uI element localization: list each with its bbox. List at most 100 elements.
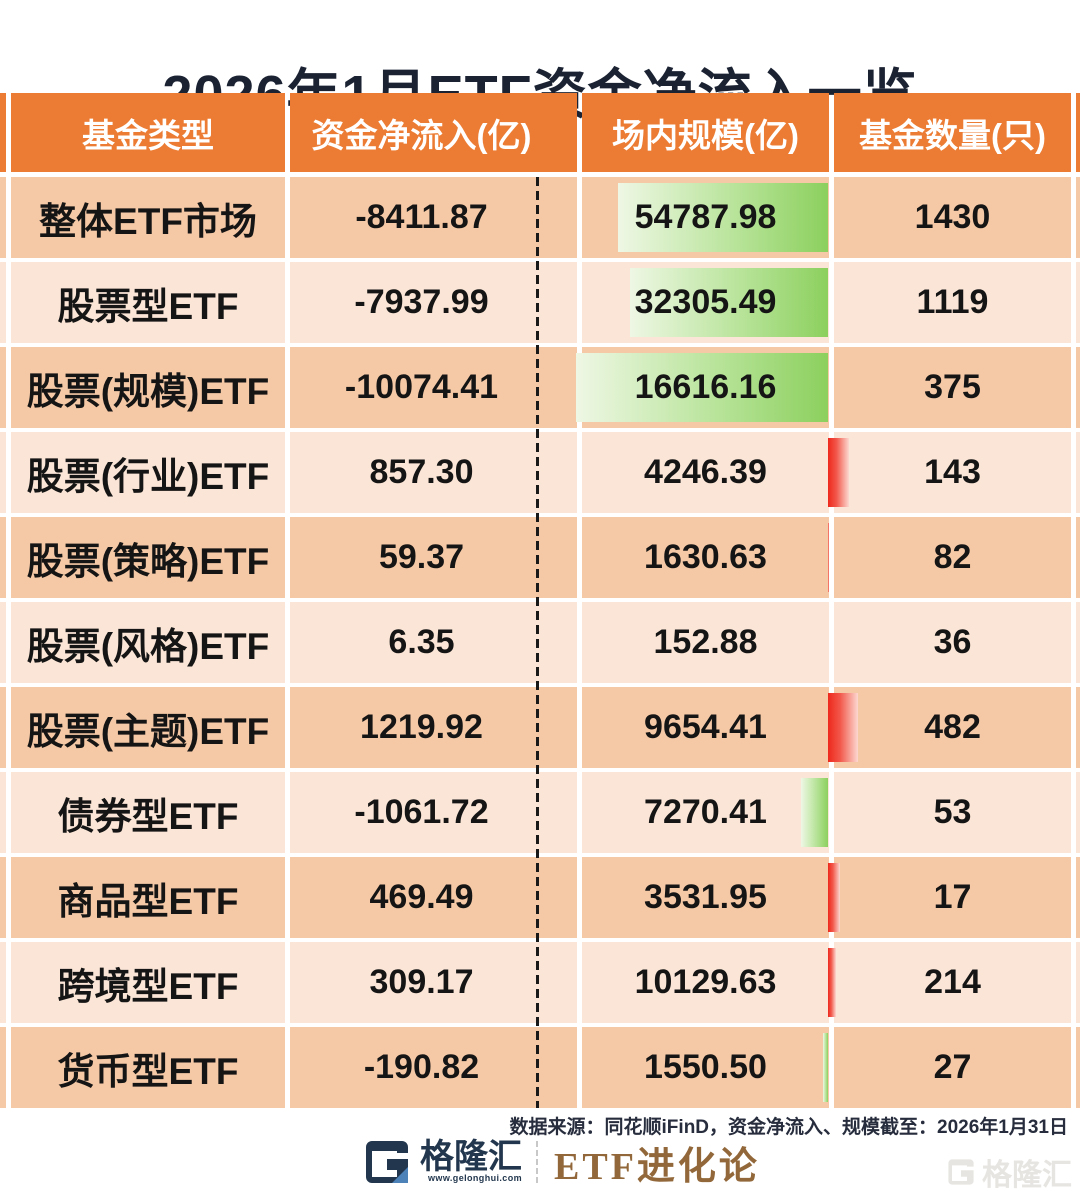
- fund-type-label: 股票(策略)ETF: [26, 540, 270, 582]
- net-flow-bar: [576, 353, 828, 422]
- row-left-sliver: [0, 942, 6, 1023]
- zero-axis-dashed-line: [536, 177, 539, 1108]
- net-flow-value: 857.30: [369, 453, 474, 491]
- header-right-sliver: [1076, 93, 1080, 172]
- row-right-sliver: [1076, 517, 1080, 598]
- net-flow-value: 469.49: [369, 878, 474, 916]
- table-row: 股票型ETF -7937.99 32305.49 1119: [0, 262, 1080, 343]
- fund-count-value: 482: [924, 708, 981, 746]
- gelonghui-url-text: www.gelonghui.com: [428, 1173, 522, 1183]
- fund-count-value: 143: [924, 453, 981, 491]
- fund-count-value: 17: [933, 878, 972, 916]
- row-right-sliver: [1076, 177, 1080, 258]
- table-header-row: 基金类型 资金净流入(亿) 场内规模(亿) 基金数量(只): [0, 93, 1080, 172]
- net-flow-value: 1219.92: [360, 708, 483, 746]
- row-right-sliver: [1076, 857, 1080, 938]
- row-right-sliver: [1076, 772, 1080, 853]
- net-flow-value: -190.82: [363, 1048, 480, 1086]
- net-flow-value: -8411.87: [355, 198, 488, 236]
- table-row: 股票(策略)ETF 59.37 1630.63 82: [0, 517, 1080, 598]
- gelonghui-logo-icon: [362, 1137, 412, 1187]
- net-flow-value: -10074.41: [344, 368, 499, 406]
- table-row: 跨境型ETF 309.17 10129.63 214: [0, 942, 1080, 1023]
- table-row: 股票(主题)ETF 1219.92 9654.41 482: [0, 687, 1080, 768]
- fund-type-label: 债券型ETF: [57, 795, 239, 837]
- table-row: 股票(行业)ETF 857.30 4246.39 143: [0, 432, 1080, 513]
- net-flow-bar: [629, 268, 828, 337]
- market-size-value: 16616.16: [634, 368, 777, 406]
- row-left-sliver: [0, 772, 6, 853]
- net-flow-bar: [828, 693, 859, 762]
- net-flow-value: 59.37: [378, 538, 465, 576]
- fund-count-value: 27: [933, 1048, 972, 1086]
- row-right-sliver: [1076, 432, 1080, 513]
- fund-count-value: 36: [933, 623, 972, 661]
- gelonghui-watermark: 格隆汇: [946, 1150, 1072, 1191]
- row-right-sliver: [1076, 262, 1080, 343]
- fund-type-label: 整体ETF市场: [39, 200, 257, 242]
- fund-type-label: 股票型ETF: [57, 285, 239, 327]
- row-left-sliver: [0, 517, 6, 598]
- market-size-value: 10129.63: [634, 963, 777, 1001]
- data-source-note: 数据来源：同花顺iFinD，资金净流入、规模截至：2026年1月31日: [509, 1117, 1068, 1138]
- market-size-value: 4246.39: [644, 453, 767, 491]
- fund-count-value: 53: [933, 793, 972, 831]
- row-right-sliver: [1076, 942, 1080, 1023]
- market-size-value: 7270.41: [644, 793, 767, 831]
- table-row: 股票(规模)ETF -10074.41 16616.16 375: [0, 347, 1080, 428]
- fund-type-label: 股票(规模)ETF: [26, 370, 270, 412]
- net-flow-value: -7937.99: [354, 283, 489, 321]
- row-right-sliver: [1076, 347, 1080, 428]
- net-flow-bar: [828, 863, 840, 932]
- row-left-sliver: [0, 602, 6, 683]
- row-right-sliver: [1076, 687, 1080, 768]
- fund-type-label: 货币型ETF: [57, 1050, 239, 1092]
- fund-count-value: 375: [924, 368, 981, 406]
- fund-count-value: 82: [933, 538, 972, 576]
- net-flow-bar: [828, 438, 850, 507]
- fund-type-label: 股票(主题)ETF: [26, 710, 270, 752]
- row-left-sliver: [0, 177, 6, 258]
- market-size-value: 54787.98: [634, 198, 777, 236]
- net-flow-value: 309.17: [369, 963, 474, 1001]
- row-right-sliver: [1076, 1027, 1080, 1108]
- row-left-sliver: [0, 687, 6, 768]
- table-row: 整体ETF市场 -8411.87 54787.98 1430: [0, 177, 1080, 258]
- net-flow-bar: [828, 948, 836, 1017]
- market-size-value: 1630.63: [644, 538, 767, 576]
- table-row: 债券型ETF -1061.72 7270.41 53: [0, 772, 1080, 853]
- header-left-sliver: [0, 93, 6, 172]
- col-header-market-size: 场内规模(亿): [582, 93, 829, 172]
- row-left-sliver: [0, 857, 6, 938]
- net-flow-bar: [801, 778, 828, 847]
- row-left-sliver: [0, 432, 6, 513]
- net-flow-value: -1061.72: [354, 793, 489, 831]
- net-flow-bar: [828, 523, 830, 592]
- gelonghui-watermark-icon: [948, 1159, 974, 1185]
- row-right-sliver: [1076, 602, 1080, 683]
- fund-type-label: 股票(风格)ETF: [26, 625, 270, 667]
- table-row: 商品型ETF 469.49 3531.95 17: [0, 857, 1080, 938]
- net-flow-value: 6.35: [388, 623, 455, 661]
- table-row: 股票(风格)ETF 6.35 152.88 36: [0, 602, 1080, 683]
- table-row: 货币型ETF -190.82 1550.50 27: [0, 1027, 1080, 1108]
- col-header-net-flow: 资金净流入(亿): [290, 93, 577, 172]
- market-size-value: 152.88: [653, 623, 758, 661]
- market-size-value: 3531.95: [644, 878, 767, 916]
- net-flow-bar: [617, 183, 828, 252]
- market-size-value: 1550.50: [644, 1048, 767, 1086]
- gelonghui-logo-text: 格隆汇: [420, 1138, 522, 1176]
- brand-divider: [536, 1141, 538, 1183]
- col-header-fund-count: 基金数量(只): [834, 93, 1071, 172]
- fund-type-label: 商品型ETF: [57, 880, 239, 922]
- fund-type-label: 股票(行业)ETF: [26, 455, 270, 497]
- gelonghui-watermark-text: 格隆汇: [982, 1159, 1072, 1191]
- fund-count-value: 1119: [916, 283, 989, 321]
- fund-count-value: 214: [924, 963, 981, 1001]
- market-size-value: 9654.41: [644, 708, 767, 746]
- footer-branding: 格隆汇 www.gelonghui.com ETF进化论: [362, 1136, 760, 1188]
- fund-type-label: 跨境型ETF: [57, 965, 239, 1007]
- row-left-sliver: [0, 1027, 6, 1108]
- col-header-fund-type: 基金类型: [11, 93, 285, 172]
